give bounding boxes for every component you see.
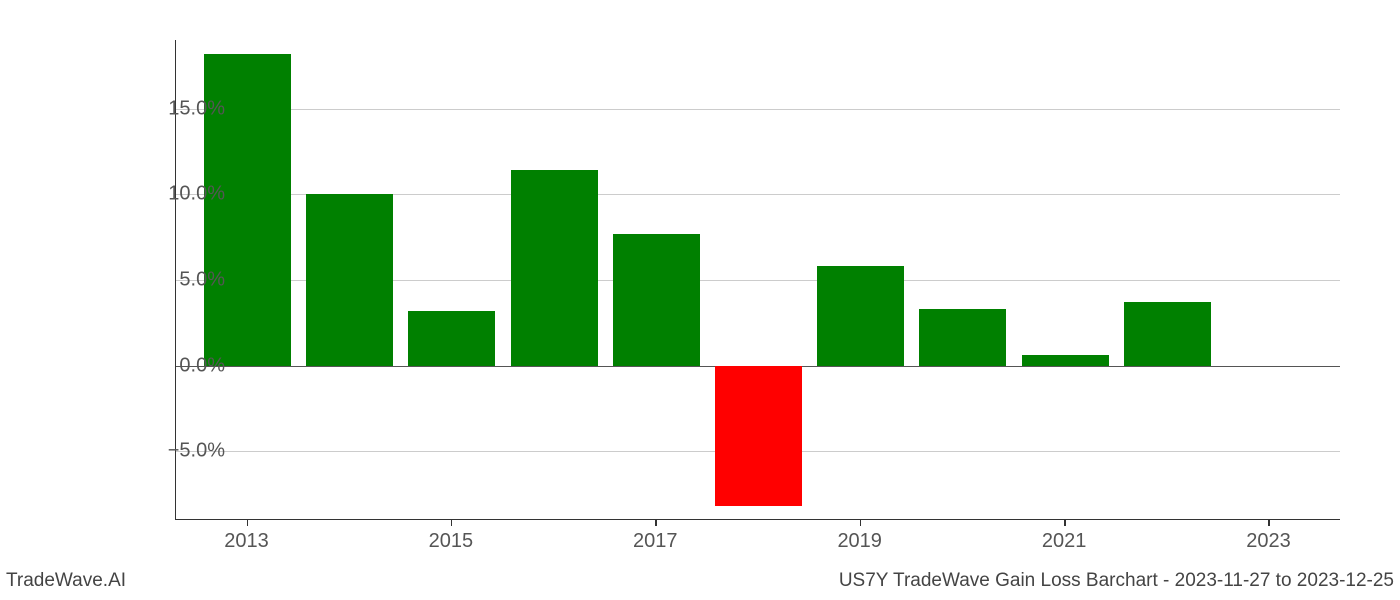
gridline — [176, 109, 1340, 110]
chart-container — [175, 40, 1340, 520]
x-axis-tick — [860, 520, 862, 526]
bar — [1022, 355, 1109, 365]
x-axis-label: 2013 — [224, 530, 269, 553]
bar — [306, 194, 393, 365]
y-axis-label: 10.0% — [168, 183, 225, 206]
footer-left: TradeWave.AI — [6, 570, 126, 592]
x-axis-tick — [655, 520, 657, 526]
bar — [1124, 302, 1211, 365]
y-axis-label: 15.0% — [168, 97, 225, 120]
y-axis-label: 0.0% — [179, 354, 225, 377]
x-axis-label: 2015 — [429, 530, 474, 553]
y-axis-label: 5.0% — [179, 269, 225, 292]
x-axis-tick — [451, 520, 453, 526]
footer-right: US7Y TradeWave Gain Loss Barchart - 2023… — [839, 570, 1394, 592]
y-axis-label: −5.0% — [168, 440, 225, 463]
x-axis-label: 2017 — [633, 530, 678, 553]
bar — [511, 170, 598, 365]
bar — [613, 234, 700, 366]
x-axis-label: 2019 — [837, 530, 882, 553]
plot-area — [175, 40, 1340, 520]
x-axis-tick — [1064, 520, 1066, 526]
bar — [715, 366, 802, 507]
bar — [919, 309, 1006, 366]
x-axis-tick — [247, 520, 249, 526]
bar — [408, 311, 495, 366]
bar — [817, 266, 904, 365]
x-axis-label: 2023 — [1246, 530, 1291, 553]
x-axis-tick — [1268, 520, 1270, 526]
x-axis-label: 2021 — [1042, 530, 1087, 553]
